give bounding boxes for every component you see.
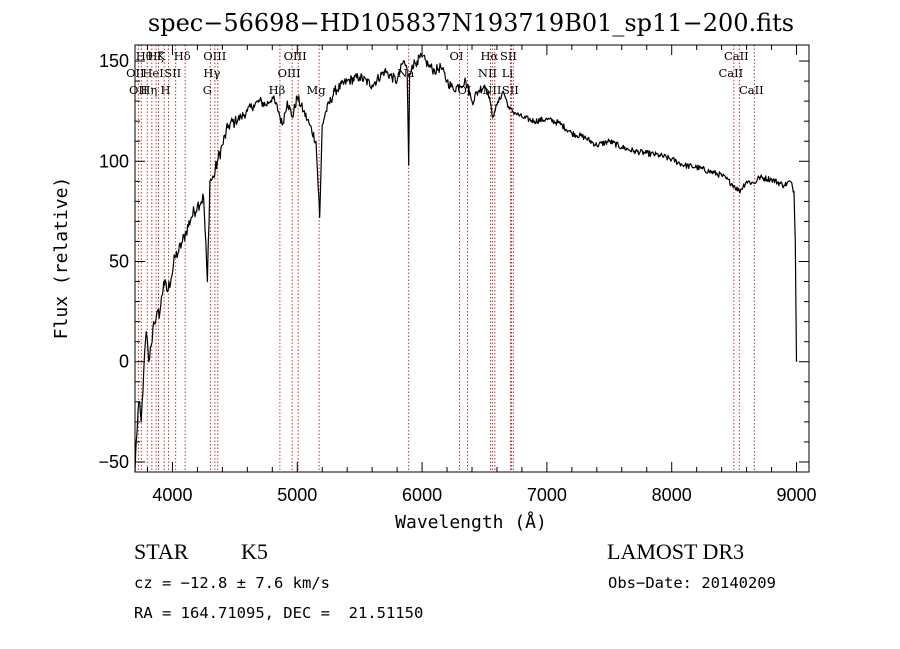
y-tick-label: 150 bbox=[99, 51, 129, 71]
spectral-line-label: OI bbox=[450, 49, 464, 63]
spectral-line-label: K bbox=[157, 49, 166, 63]
spectral-line-label: NII bbox=[482, 83, 501, 97]
spectral-line-label: CaII bbox=[739, 83, 764, 97]
spectral-line-label: H bbox=[161, 83, 171, 97]
spectral-line-label: Hα bbox=[480, 49, 498, 63]
spectral-line-label: NII bbox=[478, 66, 497, 80]
x-tick-label: 6000 bbox=[402, 485, 442, 505]
x-tick-labels: 4000 5000 6000 7000 8000 9000 bbox=[152, 485, 816, 505]
y-tick-label: 0 bbox=[119, 352, 129, 372]
spectral-lines-layer bbox=[137, 45, 755, 472]
x-tick-label: 9000 bbox=[776, 485, 816, 505]
x-tick-label: 4000 bbox=[152, 485, 192, 505]
object-subclass: K5 bbox=[241, 539, 268, 564]
spectral-line-label: OIII bbox=[278, 66, 301, 80]
y-tick-label: −50 bbox=[98, 452, 129, 472]
spectral-line-label: Li bbox=[502, 66, 514, 80]
spectral-line-label: OIII bbox=[284, 49, 307, 63]
chart-title: spec−56698−HD105837N193719B01_sp11−200.f… bbox=[148, 9, 794, 37]
y-tick-labels: −50 0 50 100 150 bbox=[98, 51, 129, 472]
redshift-cz: cz = −12.8 ± 7.6 km/s bbox=[134, 574, 330, 592]
y-tick-label: 100 bbox=[99, 151, 129, 171]
x-tick-label: 7000 bbox=[527, 485, 567, 505]
spectral-line-label: HeI bbox=[142, 66, 163, 80]
spectral-line-label: Mg bbox=[307, 83, 327, 97]
spectral-line-label: CaII bbox=[724, 49, 749, 63]
spectral-line-label: SII bbox=[164, 66, 181, 80]
spectral-line-label: Hζ bbox=[147, 49, 163, 63]
spectral-line-label: Hθ bbox=[136, 49, 153, 63]
x-tick-label: 8000 bbox=[652, 485, 692, 505]
x-axis-label: Wavelength (Å) bbox=[395, 511, 547, 533]
spectral-line-label: G bbox=[203, 83, 212, 97]
coordinates: RA = 164.71095, DEC = 21.51150 bbox=[134, 604, 424, 622]
spectral-line-label: Hβ bbox=[269, 83, 286, 97]
survey-name: LAMOST DR3 bbox=[607, 539, 745, 564]
spectral-line-label: Hδ bbox=[174, 49, 191, 63]
object-class: STAR bbox=[134, 539, 189, 564]
spectral-line-label: OIII bbox=[203, 49, 226, 63]
y-axis-label: Flux (relative) bbox=[51, 177, 72, 340]
x-tick-label: 5000 bbox=[277, 485, 317, 505]
plot-frame bbox=[134, 44, 810, 473]
spectral-line-label: CaII bbox=[718, 66, 743, 80]
obs-date: Obs−Date: 20140209 bbox=[608, 574, 776, 592]
spectral-line-label: OII bbox=[129, 83, 148, 97]
flux-series-line bbox=[134, 52, 798, 473]
spectral-line-label: SII bbox=[500, 49, 517, 63]
spectral-line-label: Hγ bbox=[203, 66, 220, 80]
spectral-line-label: Hη bbox=[140, 83, 157, 97]
y-tick-label: 50 bbox=[109, 252, 129, 272]
spectral-line-label: SII bbox=[502, 83, 519, 97]
axis-ticks bbox=[135, 45, 809, 472]
